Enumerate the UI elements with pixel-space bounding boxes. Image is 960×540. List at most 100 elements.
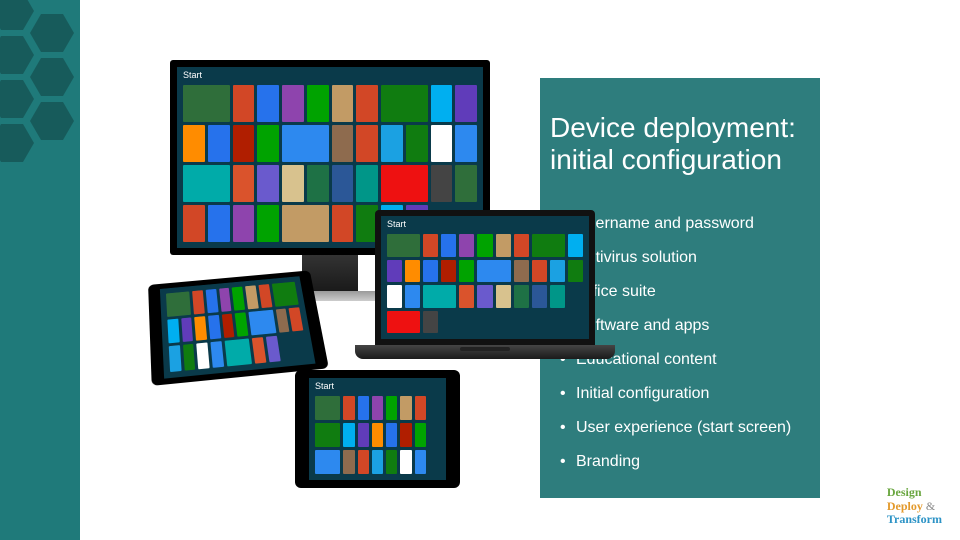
- slide-title: Device deployment: initial configuration: [550, 112, 840, 176]
- start-tile: [167, 318, 179, 343]
- start-tile: [249, 309, 277, 335]
- start-tile: [405, 285, 420, 308]
- start-tile: [532, 260, 547, 283]
- start-tile: [208, 315, 221, 340]
- tablet-front: Start: [295, 370, 460, 488]
- start-tile: [514, 285, 529, 308]
- start-tile: [514, 260, 529, 283]
- start-tile: [222, 313, 235, 338]
- slide: Device deployment: initial configuration…: [0, 0, 960, 540]
- start-tile: [455, 125, 477, 162]
- logo-line1: Design: [887, 485, 922, 499]
- start-tile: [245, 285, 258, 309]
- start-tile: [415, 396, 426, 420]
- start-tile: [332, 125, 354, 162]
- start-tile: [257, 125, 279, 162]
- start-tile: [477, 260, 510, 283]
- start-tile: [406, 125, 428, 162]
- bullet-item: Branding: [560, 450, 850, 474]
- start-tile: [387, 285, 402, 308]
- start-tile: [532, 285, 547, 308]
- logo-line3: Transform: [887, 512, 942, 526]
- hex-shape: [30, 58, 74, 96]
- start-tile: [381, 85, 428, 122]
- start-tile: [282, 205, 329, 242]
- start-tile: [568, 260, 583, 283]
- hex-shape: [0, 36, 34, 74]
- logo-amp: &: [926, 499, 935, 513]
- start-tile: [356, 165, 378, 202]
- start-tile: [372, 450, 383, 474]
- start-tile: [423, 260, 438, 283]
- start-tile: [372, 396, 383, 420]
- start-tile: [332, 165, 354, 202]
- start-tile: [496, 285, 511, 308]
- footer-logo: Design Deploy & Transform: [887, 486, 942, 526]
- start-tile: [455, 85, 477, 122]
- start-tile: [343, 396, 354, 420]
- start-tile: [459, 285, 474, 308]
- start-tile: [183, 165, 230, 202]
- start-tile: [372, 423, 383, 447]
- start-tile: [400, 423, 411, 447]
- tablet-bezel: Start: [295, 370, 460, 488]
- start-tile: [514, 234, 529, 257]
- start-tile: [197, 343, 210, 370]
- start-tile: [233, 85, 255, 122]
- start-tile: [257, 205, 279, 242]
- hex-shape: [0, 124, 34, 162]
- start-label: Start: [315, 381, 334, 391]
- start-tile: [386, 396, 397, 420]
- laptop-lid: Start: [375, 210, 595, 345]
- start-tile: [252, 337, 266, 363]
- device-cluster: Start Start: [80, 0, 550, 540]
- start-tile: [423, 311, 438, 334]
- start-tile: [477, 285, 492, 308]
- start-tile: [166, 291, 191, 316]
- start-label: Start: [387, 219, 406, 229]
- start-tile: [400, 450, 411, 474]
- start-tile: [431, 125, 453, 162]
- tile-grid: [387, 234, 583, 333]
- start-tile: [415, 450, 426, 474]
- start-tile: [219, 288, 232, 312]
- start-tile: [358, 423, 369, 447]
- start-tile: [343, 450, 354, 474]
- start-tile: [441, 260, 456, 283]
- start-tile: [459, 260, 474, 283]
- tile-grid: [315, 396, 440, 474]
- start-tile: [257, 165, 279, 202]
- start-tile: [332, 205, 354, 242]
- start-tile: [550, 260, 565, 283]
- tablet-tilted: [148, 270, 329, 386]
- start-tile: [387, 311, 420, 334]
- start-tile: [343, 423, 354, 447]
- start-tile: [181, 317, 193, 342]
- start-tile: [356, 85, 378, 122]
- start-tile: [386, 423, 397, 447]
- start-tile: [183, 344, 196, 371]
- laptop-deck: [355, 345, 615, 359]
- start-tile: [183, 125, 205, 162]
- start-tile: [532, 234, 565, 257]
- start-tile: [315, 450, 340, 474]
- start-tile: [358, 396, 369, 420]
- bullet-item: Initial configuration: [560, 382, 850, 406]
- start-tile: [193, 290, 205, 314]
- start-tile: [235, 312, 249, 337]
- start-tile: [307, 85, 329, 122]
- start-tile: [232, 287, 245, 311]
- start-tile: [496, 234, 511, 257]
- start-tile: [550, 285, 565, 308]
- bullet-item: Office suite: [560, 280, 850, 304]
- logo-line2: Deploy: [887, 499, 923, 513]
- start-tile: [271, 282, 298, 307]
- start-tile: [307, 165, 329, 202]
- start-tile: [477, 234, 492, 257]
- start-tile: [315, 423, 340, 447]
- start-tile: [423, 285, 456, 308]
- start-tile: [224, 339, 252, 367]
- start-tile: [275, 308, 289, 333]
- tile-grid: [166, 282, 308, 372]
- start-tile: [266, 336, 281, 362]
